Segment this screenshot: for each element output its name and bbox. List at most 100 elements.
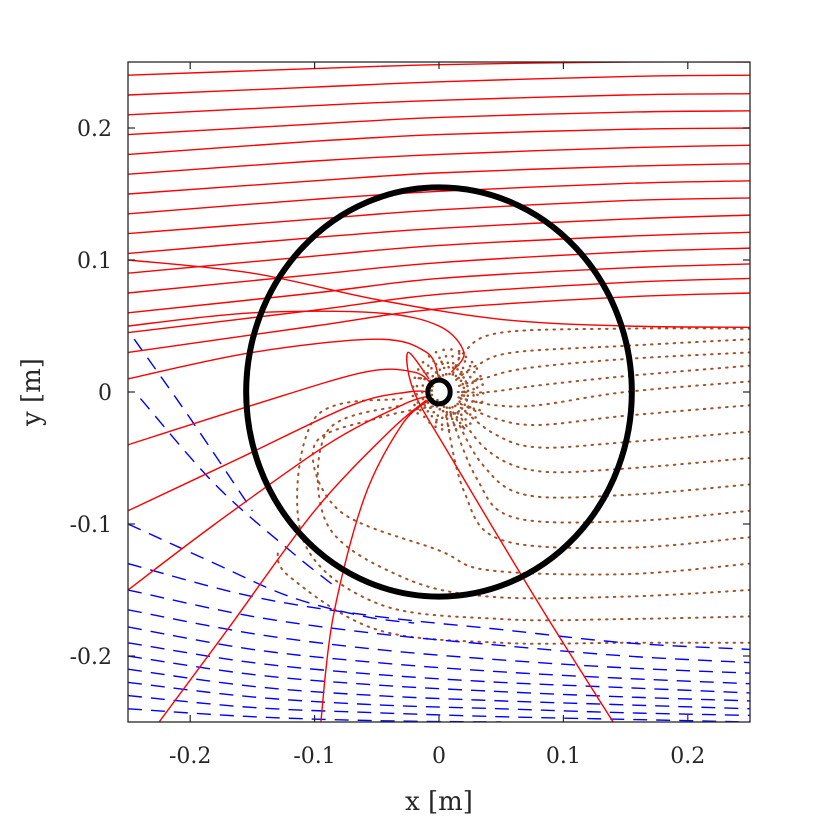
brown-scatter-dot <box>445 406 449 409</box>
red-line-7 <box>128 180 750 215</box>
red-line-11 <box>128 247 750 294</box>
inner-circle <box>425 377 453 407</box>
brown-scatter-dot <box>446 424 450 427</box>
brown-scatter-dot <box>479 374 482 378</box>
brown-scatter-dot <box>416 401 420 404</box>
brown-scatter-dot <box>450 348 453 351</box>
brown-scatter-dot <box>468 375 472 379</box>
blue-dashed-line-8 <box>128 655 750 702</box>
ticks: -0.2 -0.1 0 0.1 0.2 -0.2 -0.1 0 0.1 0.2 <box>70 62 750 769</box>
brown-scatter-dot <box>430 393 434 397</box>
brown-scatter-dot <box>441 416 444 420</box>
brown-scatter-dot <box>423 415 426 419</box>
brown-scatter-dot <box>450 417 454 421</box>
brown-scatter-dot <box>438 368 442 371</box>
brown-scatter-dot <box>460 394 464 397</box>
brown-scatter-dot <box>434 371 438 374</box>
brown-scatter-dot <box>471 381 474 385</box>
brown-scatter-dot <box>415 384 419 388</box>
brown-scatter-dot <box>472 394 475 397</box>
brown-scatter-dot <box>426 371 429 375</box>
outer-circle <box>243 184 635 600</box>
brown-scatter-dot <box>445 417 449 421</box>
brown-scatter-dot <box>451 361 455 365</box>
brown-scatter-dot <box>411 385 415 389</box>
red-line-14 <box>128 292 750 354</box>
brown-scatter-dot <box>426 409 430 413</box>
red-line-5 <box>128 144 750 175</box>
brown-dotted-line-14 <box>276 549 750 645</box>
brown-scatter-dot <box>478 408 481 412</box>
brown-scatter-dot <box>437 374 441 377</box>
red-line-9 <box>128 214 750 255</box>
brown-scatter-dot <box>474 416 477 419</box>
brown-scatter-dot <box>456 368 459 371</box>
brown-scatter-dot <box>462 376 465 379</box>
brown-dotted-line-7 <box>452 406 750 474</box>
brown-scatter-dot <box>454 374 458 378</box>
blue-dashed-line-10 <box>128 681 750 717</box>
red-line-20 <box>128 395 430 591</box>
x-axis-label: x [m] <box>405 787 473 817</box>
brown-scatter-dot <box>464 418 467 421</box>
brown-scatter-dot <box>430 366 433 370</box>
y-tick-label: 0.2 <box>77 117 112 142</box>
brown-scatter-dot <box>462 386 466 390</box>
blue-dashed-line-3 <box>128 562 750 651</box>
brown-scatter-dot <box>468 364 472 368</box>
red-line-22 <box>320 399 430 722</box>
brown-scatter-dot <box>461 382 465 386</box>
brown-scatter-dot <box>442 366 446 370</box>
brown-scatter-dot <box>464 355 468 359</box>
brown-scatter-dot <box>460 407 464 410</box>
brown-scatter-dot <box>436 398 439 402</box>
brown-scatter-dot <box>466 394 470 398</box>
brown-scatter-dot <box>457 410 461 413</box>
brown-scatter-dot <box>473 370 476 374</box>
red-line-4 <box>128 127 750 156</box>
red-line-13 <box>128 277 750 334</box>
y-tick-label: 0 <box>98 381 112 406</box>
red-line-8 <box>128 197 750 235</box>
brown-scatter-dot <box>457 363 460 367</box>
brown-scatter-dot <box>451 355 454 358</box>
brown-scatter-dot <box>423 404 427 407</box>
brown-scatter-dot <box>431 374 435 378</box>
red-line-23 <box>406 351 614 722</box>
brown-scatter-dot <box>442 348 445 352</box>
red-line-16 <box>128 310 465 373</box>
brown-scatter-dot <box>458 421 462 425</box>
brown-scatter-dot <box>461 366 465 370</box>
brown-scatter-dot <box>411 394 415 398</box>
red-line-12 <box>128 263 750 314</box>
red-line-3 <box>128 110 750 136</box>
y-tick-label: 0.1 <box>77 249 112 274</box>
brown-scatter-dot <box>448 406 452 410</box>
brown-scatter-dot <box>470 360 474 364</box>
blue-dashed-line-6 <box>128 626 750 685</box>
brown-scatter-dot <box>445 413 449 416</box>
brown-scatter-dot <box>428 421 431 424</box>
blue-dashed-line-5 <box>128 609 750 674</box>
brown-dotted-line-12 <box>316 404 750 600</box>
center-dot <box>437 390 441 394</box>
brown-scatter-dot <box>451 366 455 370</box>
brown-scatter-dot <box>457 376 460 380</box>
brown-scatter-dot <box>422 370 426 373</box>
brown-scatter-dot <box>457 352 461 355</box>
y-tick-label: -0.2 <box>70 645 112 670</box>
y-axis-label: y [m] <box>17 358 47 427</box>
brown-scatter-dot <box>460 370 463 374</box>
red-line-10 <box>128 231 750 274</box>
red-line-18 <box>128 368 434 446</box>
brown-scatter-dot <box>468 405 472 409</box>
brown-scatter-dot <box>453 423 456 427</box>
red-line-6 <box>128 162 750 195</box>
x-tick-label: -0.2 <box>169 744 211 769</box>
brown-scatter-dot <box>462 394 466 397</box>
brown-scatter-dot <box>475 386 479 389</box>
brown-dotted-line-8 <box>450 408 750 499</box>
blue-dashed-line-0 <box>133 338 253 512</box>
brown-scatter-dot <box>474 400 478 404</box>
y-tick-label: -0.1 <box>70 513 112 538</box>
